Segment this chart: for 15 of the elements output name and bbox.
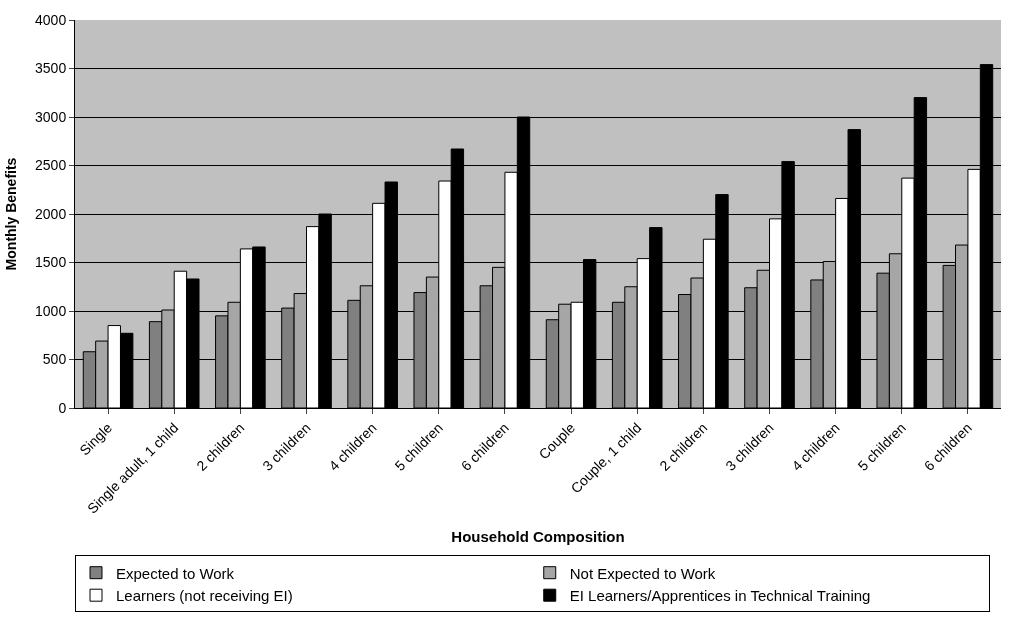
y-axis-title: Monthly Benefits [2,157,19,271]
legend-label: Learners (not receiving EI) [116,587,293,605]
x-axis-title: Household Composition [451,527,625,545]
y-tick-label: 1000 [35,302,67,319]
legend-label: Expected to Work [116,564,235,582]
y-tick-label: 2000 [35,205,67,222]
y-tick-label: 3000 [35,108,67,125]
y-tick-label: 3500 [35,60,67,77]
y-tick-label: 500 [42,351,67,368]
legend-label: EI Learners/Apprentices in Technical Training [569,587,871,605]
y-tick-label: 4000 [35,11,67,28]
y-tick-label: 0 [58,399,67,416]
y-tick-label: 2500 [35,157,67,174]
legend-label: Not Expected to Work [569,564,716,582]
y-tick-label: 1500 [35,254,67,271]
